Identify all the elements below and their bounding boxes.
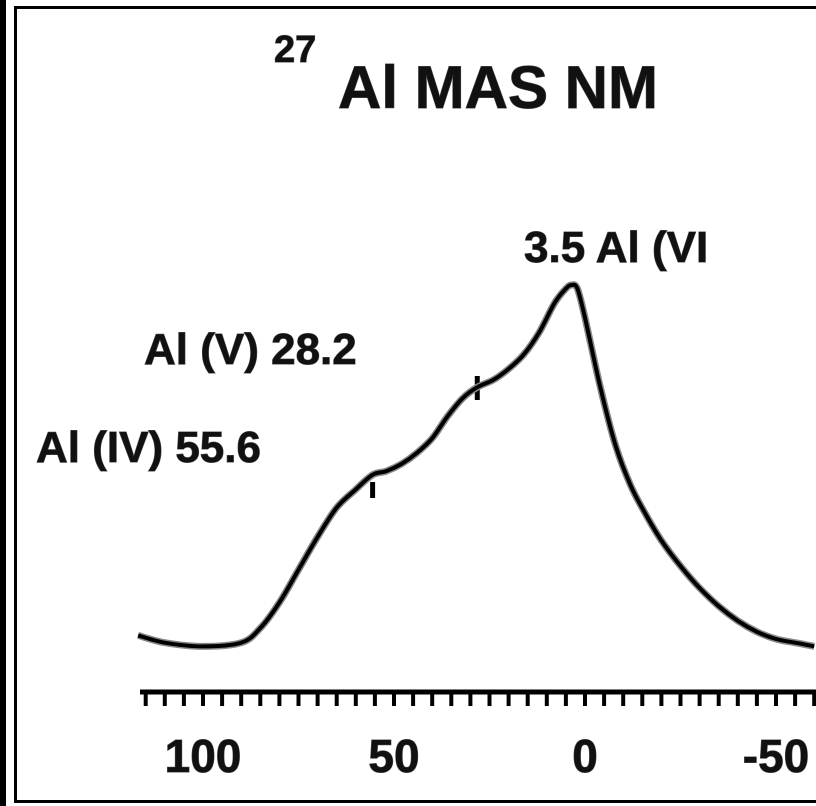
x-tick-label: 0 xyxy=(572,730,598,782)
figure-frame xyxy=(14,6,816,803)
x-axis: 100 50 0 -50 xyxy=(140,689,816,783)
peak-marker-ticks xyxy=(370,376,480,498)
x-tick-label: -50 xyxy=(743,730,809,782)
x-tick-label: 50 xyxy=(368,730,419,782)
peak-label-al-v: Al (V) 28.2 xyxy=(144,325,357,374)
spectrum-curve xyxy=(137,282,815,649)
peak-label-al-iv: Al (IV) 55.6 xyxy=(36,423,261,472)
title-superscript: 27 xyxy=(274,29,316,71)
spectrum-curve-group xyxy=(137,281,815,650)
peak-annotations: 3.5 Al (VI Al (V) 28.2 Al (IV) 55.6 xyxy=(36,223,709,473)
chart-title: Al MAS NM xyxy=(338,54,658,121)
peak-label-al-vi: 3.5 Al (VI xyxy=(524,223,708,272)
left-border-bar xyxy=(0,0,6,806)
x-tick-label: 100 xyxy=(165,730,242,782)
